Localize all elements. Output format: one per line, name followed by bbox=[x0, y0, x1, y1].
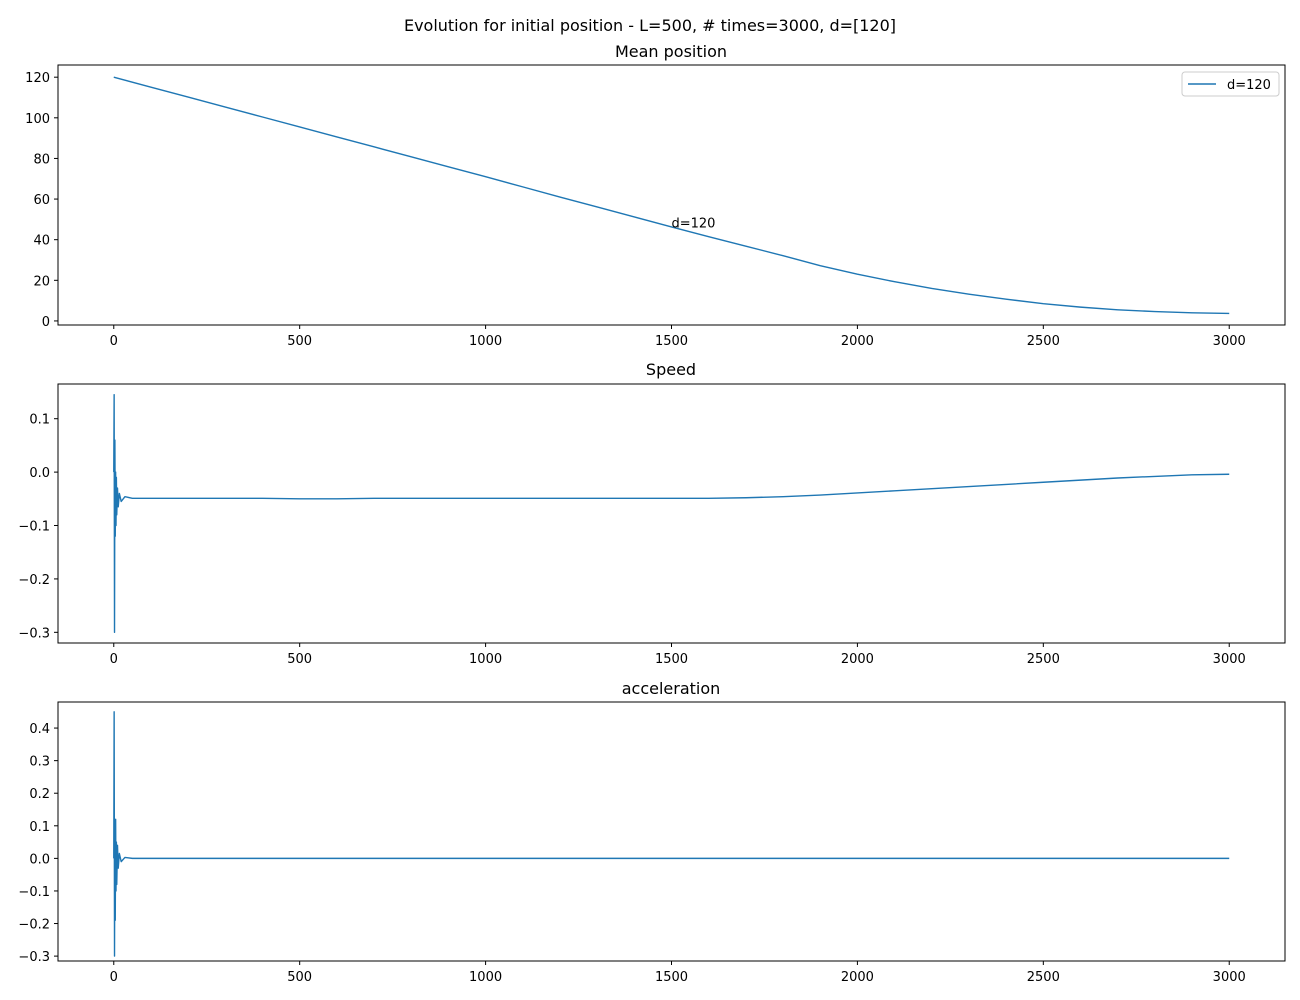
speed-xtick-label: 3000 bbox=[1213, 652, 1246, 667]
acceleration-axes-frame bbox=[58, 702, 1285, 961]
speed-series-line bbox=[114, 395, 1229, 633]
mean-position-xtick-label: 2500 bbox=[1027, 334, 1060, 349]
mean-position-series-line bbox=[114, 77, 1229, 313]
mean-position-xtick-label: 3000 bbox=[1213, 334, 1246, 349]
mean-position-xtick-label: 1000 bbox=[469, 334, 502, 349]
mean-position-panel: Mean position 0 500 1000 1500 2000 2500 3000 0 2… bbox=[25, 42, 1285, 349]
mean-position-ytick-label: 80 bbox=[33, 152, 50, 167]
acceleration-ytick-label: 0.0 bbox=[29, 852, 50, 867]
speed-xtick-label: 500 bbox=[287, 652, 312, 667]
acceleration-ytick-label: 0.4 bbox=[29, 722, 50, 737]
speed-xtick-label: 2000 bbox=[841, 652, 874, 667]
speed-ytick-label: −0.1 bbox=[18, 520, 50, 535]
acceleration-xtick-label: 1500 bbox=[655, 970, 688, 985]
mean-position-ytick-label: 20 bbox=[33, 274, 50, 289]
acceleration-xtick-label: 500 bbox=[287, 970, 312, 985]
speed-axes-frame bbox=[58, 384, 1285, 643]
acceleration-ytick-label: −0.3 bbox=[18, 950, 50, 965]
acceleration-title: acceleration bbox=[622, 679, 721, 698]
acceleration-ytick-label: 0.2 bbox=[29, 787, 50, 802]
acceleration-xtick-label: 3000 bbox=[1213, 970, 1246, 985]
speed-ytick-label: 0.1 bbox=[29, 413, 50, 428]
speed-ytick-label: −0.2 bbox=[18, 573, 50, 588]
speed-ytick-label: −0.3 bbox=[18, 626, 50, 641]
acceleration-ytick-label: −0.2 bbox=[18, 918, 50, 933]
mean-position-xtick-label: 1500 bbox=[655, 334, 688, 349]
mean-position-xtick-label: 2000 bbox=[841, 334, 874, 349]
acceleration-ytick-label: 0.3 bbox=[29, 755, 50, 770]
mean-position-title: Mean position bbox=[615, 42, 727, 61]
mean-position-ytick-label: 100 bbox=[25, 112, 50, 127]
acceleration-xtick-label: 2000 bbox=[841, 970, 874, 985]
speed-ytick-label: 0.0 bbox=[29, 466, 50, 481]
acceleration-xtick-label: 2500 bbox=[1027, 970, 1060, 985]
mean-position-ytick-label: 0 bbox=[42, 315, 50, 330]
speed-panel: Speed 0 500 1000 1500 2000 2500 3000 −0.3 −0.2 −0… bbox=[18, 360, 1285, 667]
mean-position-legend: d=120 bbox=[1182, 72, 1279, 96]
acceleration-series-line bbox=[114, 712, 1229, 956]
speed-xtick-label: 2500 bbox=[1027, 652, 1060, 667]
mean-position-ytick-label: 60 bbox=[33, 193, 50, 208]
mean-position-axes-frame bbox=[58, 65, 1285, 325]
speed-xtick-label: 1000 bbox=[469, 652, 502, 667]
mean-position-xtick-label: 500 bbox=[287, 334, 312, 349]
mean-position-xtick-label: 0 bbox=[110, 334, 118, 349]
mean-position-ytick-label: 120 bbox=[25, 71, 50, 86]
speed-xtick-label: 0 bbox=[110, 652, 118, 667]
speed-title: Speed bbox=[646, 360, 696, 379]
mean-position-annotation: d=120 bbox=[672, 217, 716, 232]
acceleration-xtick-label: 1000 bbox=[469, 970, 502, 985]
acceleration-panel: acceleration 0 500 1000 1500 2000 2500 3000 −0.… bbox=[18, 679, 1285, 985]
mean-position-ytick-label: 40 bbox=[33, 234, 50, 249]
acceleration-xtick-label: 0 bbox=[110, 970, 118, 985]
speed-xtick-label: 1500 bbox=[655, 652, 688, 667]
acceleration-ytick-label: −0.1 bbox=[18, 885, 50, 900]
acceleration-ytick-label: 0.1 bbox=[29, 820, 50, 835]
mean-position-legend-label: d=120 bbox=[1227, 78, 1271, 93]
